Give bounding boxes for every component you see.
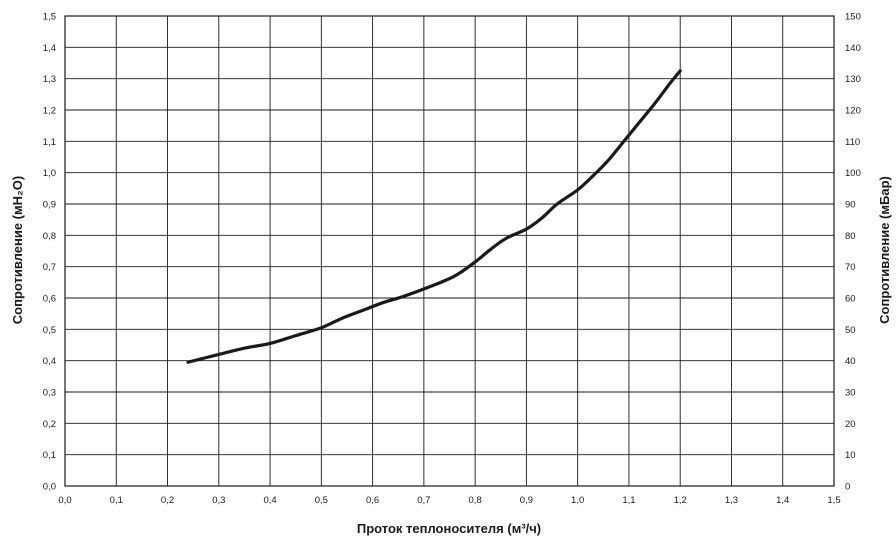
y-right-tick-label: 50 — [845, 325, 856, 336]
y-left-tick-label: 0,7 — [43, 262, 56, 273]
x-tick-label: 0,3 — [212, 495, 225, 506]
grid — [64, 15, 835, 487]
x-tick-label: 1,5 — [827, 495, 840, 506]
y-right-tick-label: 140 — [845, 43, 861, 54]
y-left-tick-label: 0,2 — [43, 419, 56, 430]
x-tick-label: 1,1 — [622, 495, 635, 506]
x-tick-label: 0,7 — [417, 495, 430, 506]
y-left-tick-label: 1,2 — [43, 106, 56, 117]
y-left-tick-label: 1,3 — [43, 74, 56, 85]
y-left-tick-label: 0,0 — [43, 482, 56, 493]
x-tick-labels: 0,0 0,1 0,2 0,3 0,4 0,5 0,6 0,7 0,8 0,9 1,0 1,1 1,2 1… — [58, 495, 840, 506]
y-left-tick-labels: 0,0 0,1 0,2 0,3 0,4 0,5 0,6 0,7 0,8 0,9 1,0 1,1 1,2 1… — [43, 12, 56, 493]
x-tick-label: 0,8 — [469, 495, 482, 506]
y-right-tick-label: 70 — [845, 262, 856, 273]
x-tick-label: 1,2 — [674, 495, 687, 506]
y-left-tick-label: 0,8 — [43, 231, 56, 242]
y-right-tick-label: 110 — [845, 137, 860, 148]
x-tick-label: 0,9 — [520, 495, 533, 506]
y-left-tick-label: 0,3 — [43, 388, 56, 399]
y-left-tick-label: 0,4 — [43, 356, 56, 367]
y-left-tick-label: 1,4 — [43, 43, 56, 54]
x-tick-label: 0,2 — [161, 495, 174, 506]
x-axis-title: Проток теплоносителя (м³/ч) — [357, 521, 541, 536]
x-tick-label: 1,3 — [725, 495, 738, 506]
y-left-tick-label: 1,0 — [43, 168, 56, 179]
y-left-tick-label: 0,1 — [43, 450, 56, 461]
y-left-tick-label: 0,6 — [43, 294, 56, 305]
y-left-tick-label: 0,5 — [43, 325, 56, 336]
y-left-tick-label: 1,1 — [43, 137, 56, 148]
plot-frame — [64, 15, 835, 487]
x-tick-label: 0,1 — [110, 495, 123, 506]
x-tick-label: 0,4 — [263, 495, 276, 506]
y-right-tick-label: 150 — [845, 12, 861, 23]
x-tick-label: 0,6 — [366, 495, 379, 506]
x-tick-label: 0,0 — [58, 495, 71, 506]
y-right-tick-label: 90 — [845, 200, 856, 211]
y-right-tick-label: 60 — [845, 294, 856, 305]
x-tick-label: 0,5 — [315, 495, 328, 506]
y-right-tick-label: 80 — [845, 231, 856, 242]
y-left-axis-title: Сопротивление (мН₂О) — [10, 176, 25, 324]
y-right-tick-label: 120 — [845, 106, 861, 117]
y-left-tick-label: 0,9 — [43, 200, 56, 211]
y-right-tick-label: 10 — [845, 450, 856, 461]
y-left-tick-label: 1,5 — [43, 12, 56, 23]
x-tick-label: 1,4 — [776, 495, 789, 506]
x-tick-label: 1,0 — [571, 495, 584, 506]
y-right-tick-label: 130 — [845, 74, 861, 85]
y-right-tick-label: 0 — [845, 482, 850, 493]
y-right-tick-label: 100 — [845, 168, 861, 179]
resistance-curve — [186, 69, 682, 364]
y-right-axis-title: Сопротивление (мБар) — [877, 176, 892, 324]
y-right-tick-label: 40 — [845, 356, 856, 367]
y-right-tick-label: 20 — [845, 419, 856, 430]
y-right-tick-label: 30 — [845, 388, 856, 399]
y-right-tick-labels: 0 10 20 30 40 50 60 70 80 90 100 110 120 130 140 150 — [845, 12, 861, 493]
